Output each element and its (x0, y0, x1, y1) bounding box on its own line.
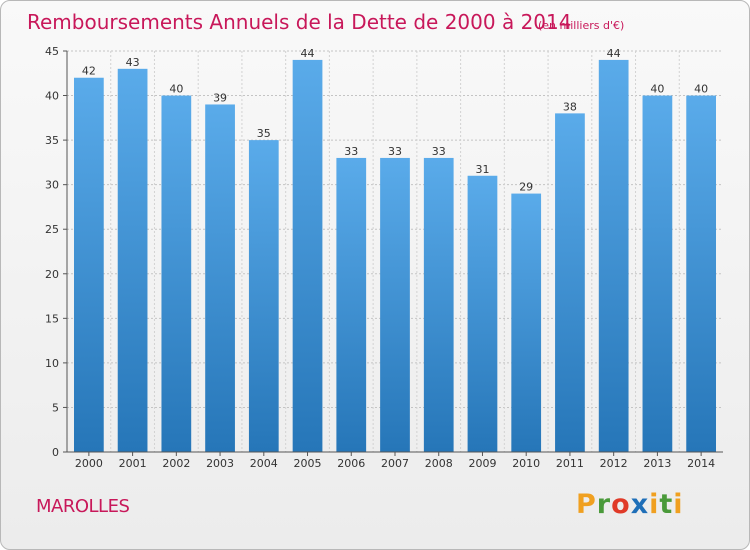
bar-2001 (117, 68, 148, 453)
bar-2012 (598, 59, 629, 453)
value-label-2005: 44 (301, 47, 315, 60)
y-tick-label-45: 45 (45, 45, 59, 58)
x-tick-label-2012: 2012 (600, 457, 628, 470)
value-label-2001: 43 (126, 56, 140, 69)
bar-2013 (642, 95, 673, 453)
x-tick-label-2014: 2014 (687, 457, 715, 470)
value-label-2013: 40 (650, 83, 664, 96)
y-tick-label-40: 40 (45, 90, 59, 103)
x-tick-label-2000: 2000 (75, 457, 103, 470)
bars-layer: 42 43 40 39 35 44 33 33 33 31 29 38 44 40 40 (73, 47, 717, 453)
bar-2002 (161, 95, 192, 453)
y-tick-label-5: 5 (52, 401, 59, 414)
axis-layer: 0 5 10 15 20 25 30 35 40 45 2000 2001 2002 2003 2004 20… (45, 45, 723, 470)
value-label-2002: 40 (169, 83, 183, 96)
value-label-2012: 44 (607, 47, 621, 60)
bar-2003 (205, 104, 235, 452)
y-tick-label-30: 30 (45, 179, 59, 192)
y-tick-label-35: 35 (45, 134, 59, 147)
x-tick-label-2008: 2008 (425, 457, 453, 470)
y-tick-label-10: 10 (45, 357, 59, 370)
y-tick-label-20: 20 (45, 268, 59, 281)
bar-2009 (467, 175, 498, 452)
value-label-2000: 42 (82, 65, 96, 78)
bar-2006 (336, 157, 367, 452)
logo-letter: i (649, 489, 660, 520)
x-tick-label-2007: 2007 (381, 457, 409, 470)
bar-2000 (73, 77, 104, 452)
value-label-2007: 33 (388, 145, 402, 158)
x-tick-label-2009: 2009 (468, 457, 496, 470)
value-label-2009: 31 (475, 163, 489, 176)
y-tick-label-0: 0 (52, 446, 59, 459)
y-tick-label-15: 15 (45, 312, 59, 325)
bar-2004 (248, 140, 279, 452)
bar-2010 (511, 193, 542, 453)
x-tick-label-2003: 2003 (206, 457, 234, 470)
value-label-2006: 33 (344, 145, 358, 158)
bar-2008 (423, 157, 454, 452)
logo-letter: t (659, 489, 674, 520)
x-tick-label-2013: 2013 (643, 457, 671, 470)
logo-letter: r (596, 489, 612, 520)
bar-2011 (555, 113, 585, 452)
bar-2007 (380, 157, 410, 452)
value-label-2010: 29 (519, 181, 533, 194)
x-tick-label-2010: 2010 (512, 457, 540, 470)
x-tick-label-2004: 2004 (250, 457, 278, 470)
x-tick-label-2005: 2005 (294, 457, 322, 470)
chart-title: Remboursements Annuels de la Dette de 20… (27, 10, 571, 34)
proxiti-logo: Proxiti (576, 489, 684, 520)
x-tick-label-2006: 2006 (337, 457, 365, 470)
bar-2005 (292, 59, 323, 453)
logo-letter: o (611, 489, 631, 520)
x-tick-label-2011: 2011 (556, 457, 584, 470)
value-label-2011: 38 (563, 100, 577, 113)
value-label-2003: 39 (213, 91, 227, 104)
logo-letter: P (576, 489, 597, 520)
bar-2014 (686, 95, 717, 453)
chart-subtitle: (en milliers d'€) (538, 19, 624, 32)
logo-letter: x (630, 489, 650, 520)
commune-name: MAROLLES (36, 496, 130, 517)
value-label-2004: 35 (257, 127, 271, 140)
x-tick-label-2002: 2002 (162, 457, 190, 470)
logo-letter: i (673, 489, 684, 520)
x-tick-label-2001: 2001 (119, 457, 147, 470)
y-tick-label-25: 25 (45, 223, 59, 236)
value-label-2008: 33 (432, 145, 446, 158)
value-label-2014: 40 (694, 83, 708, 96)
